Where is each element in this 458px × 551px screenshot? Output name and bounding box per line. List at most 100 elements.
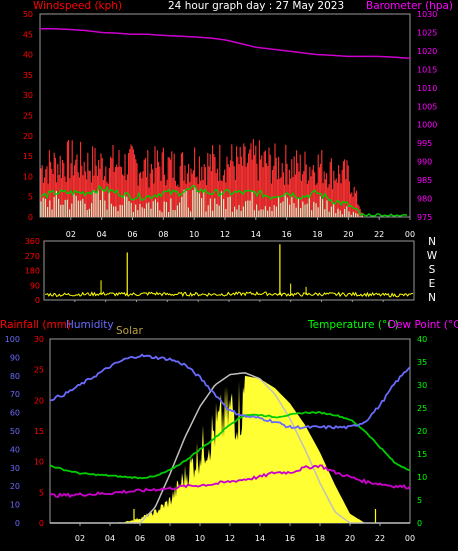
barometer-tick-label: 1020 — [417, 47, 437, 56]
solar-max-line — [50, 372, 410, 524]
temperature-tick-label: 25 — [417, 404, 427, 413]
windspeed-series — [40, 184, 407, 217]
humidity-tick-label: 90 — [10, 353, 20, 362]
barometer-tick-label: 990 — [417, 158, 432, 167]
humidity-tick-label: 50 — [10, 427, 20, 436]
windspeed-tick-label: 15 — [23, 152, 33, 161]
barometer-tick-label: 1000 — [417, 121, 437, 130]
wind-x-tick-label: 02 — [66, 230, 76, 239]
wind-x-tick-label: 22 — [374, 230, 384, 239]
direction-grid — [74, 300, 384, 302]
humidity-tick-label: 80 — [10, 372, 20, 381]
temperature-tick-label: 40 — [417, 335, 427, 344]
windspeed-tick-label: 45 — [23, 30, 33, 39]
direction-axis: 0 90 180 270 360 — [25, 237, 40, 305]
temp-x-tick-label: 18 — [315, 534, 325, 543]
temp-x-tick-label: 00 — [405, 534, 415, 543]
barometer-tick-label: 1025 — [417, 28, 437, 37]
temperature-tick-label: 20 — [417, 427, 427, 436]
wind-x-tick-label: 08 — [158, 230, 168, 239]
barometer-tick-label: 1010 — [417, 84, 437, 93]
rainfall-tick-label: 5 — [39, 488, 44, 497]
chart-title: 24 hour graph day : 27 May 2023 — [168, 0, 344, 12]
temp-x-tick-label: 10 — [195, 534, 205, 543]
rainfall-title: Rainfall (mm) — [0, 319, 71, 331]
windspeed-title: Windspeed (kph) — [33, 0, 122, 12]
compass-label: N — [428, 292, 436, 304]
windspeed-tick-label: 5 — [28, 193, 33, 202]
wind-x-tick-label: 18 — [312, 230, 322, 239]
humidity-tick-label: 60 — [10, 409, 20, 418]
humidity-line — [49, 353, 411, 430]
humidity-title: Humidity — [66, 319, 114, 331]
rainfall-tick-label: 30 — [34, 335, 44, 344]
direction-spikes — [100, 244, 307, 296]
temperature-axis: 0 5 10 15 20 25 30 35 40 — [417, 335, 427, 528]
barometer-tick-label: 995 — [417, 139, 432, 148]
windspeed-axis: 0 5 10 15 20 25 30 35 40 45 50 — [23, 10, 33, 222]
wind-x-tick-label: 10 — [189, 230, 199, 239]
humidity-tick-label: 100 — [5, 335, 20, 344]
temperature-tick-label: 0 — [417, 519, 422, 528]
temp-x-tick-label: 16 — [285, 534, 295, 543]
rainfall-tick-label: 0 — [39, 519, 44, 528]
temperature-tick-label: 35 — [417, 358, 427, 367]
wind-x-tick-label: 14 — [251, 230, 261, 239]
temperature-tick-label: 30 — [417, 381, 427, 390]
temperature-tick-label: 10 — [417, 473, 427, 482]
rainfall-tick-label: 20 — [34, 396, 44, 405]
temp-x-tick-label: 04 — [105, 534, 115, 543]
direction-line — [44, 291, 413, 298]
temp-x-tick-label: 22 — [375, 534, 385, 543]
compass-label: E — [429, 278, 436, 290]
temperature-tick-label: 5 — [417, 496, 422, 505]
humidity-tick-label: 20 — [10, 482, 20, 491]
temp-x-tick-label: 14 — [255, 534, 265, 543]
wind-x-tick-label: 12 — [220, 230, 230, 239]
average-wind-line — [40, 184, 407, 217]
solar-title: Solar — [116, 325, 143, 337]
temp-x-tick-label: 12 — [225, 534, 235, 543]
temp-x-tick-label: 06 — [135, 534, 145, 543]
windspeed-tick-label: 40 — [23, 51, 33, 60]
humidity-tick-label: 10 — [10, 501, 20, 510]
dewpoint-line — [49, 464, 411, 498]
compass-label: S — [429, 264, 436, 276]
compass-label: W — [427, 250, 438, 262]
direction-tick-label: 0 — [35, 296, 40, 305]
wind-x-tick-label: 20 — [343, 230, 353, 239]
direction-plot-area — [43, 240, 415, 301]
dewpoint-title: Dew Point (°C) — [388, 319, 458, 331]
barometer-tick-label: 1005 — [417, 102, 437, 111]
barometer-tick-label: 980 — [417, 195, 432, 204]
barometer-tick-label: 1015 — [417, 65, 437, 74]
rainfall-tick-label: 25 — [34, 366, 44, 375]
windspeed-tick-label: 0 — [28, 213, 33, 222]
wind-x-axis: 02 04 06 08 10 12 14 16 18 20 22 00 — [66, 230, 415, 239]
windspeed-tick-label: 50 — [23, 10, 33, 19]
solar-area — [50, 375, 410, 523]
humidity-tick-label: 40 — [10, 445, 20, 454]
barometer-tick-label: 985 — [417, 176, 432, 185]
barometer-line — [40, 28, 411, 60]
wind-x-tick-label: 04 — [97, 230, 107, 239]
barometer-axis: 975 980 985 990 995 1000 1005 1010 1015 1020 1025 1… — [417, 10, 437, 222]
wind-x-tick-label: 06 — [127, 230, 137, 239]
humidity-tick-label: 0 — [15, 519, 20, 528]
humidity-tick-label: 70 — [10, 390, 20, 399]
barometer-title: Barometer (hpa) — [366, 0, 453, 12]
temperature-line — [49, 411, 411, 480]
windspeed-tick-label: 25 — [23, 112, 33, 121]
direction-tick-label: 180 — [25, 267, 40, 276]
temp-x-tick-label: 02 — [75, 534, 85, 543]
rainfall-axis: 0 5 10 15 20 25 30 — [34, 335, 44, 528]
rainfall-tick-label: 15 — [34, 427, 44, 436]
windspeed-tick-label: 20 — [23, 132, 33, 141]
direction-tick-label: 270 — [25, 252, 40, 261]
temperature-title: Temperature (°C) — [307, 319, 399, 331]
direction-tick-label: 90 — [30, 281, 40, 290]
